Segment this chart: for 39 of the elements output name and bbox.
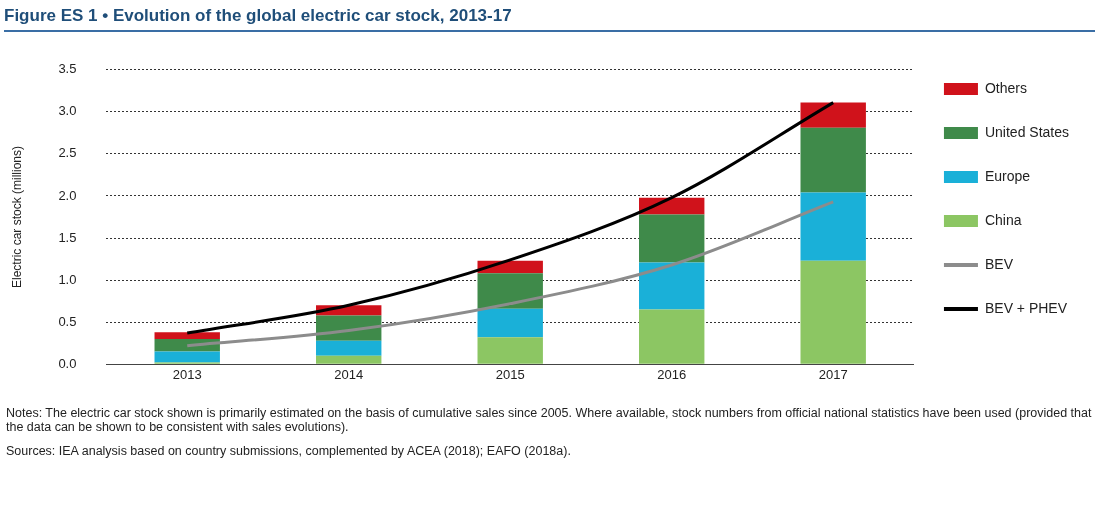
line-series [185,200,835,348]
legend-label: Others [984,79,1027,96]
y-tick-label: 3.0 [58,103,77,119]
y-tick-label: 3.5 [58,61,77,77]
bar [154,351,220,363]
bar [800,102,866,128]
x-tick-label: 2017 [818,366,848,382]
legend-label: BEV [984,255,1014,272]
line-series [185,101,835,335]
bar [477,337,543,364]
bar [639,262,705,310]
y-tick-label: 0.5 [58,313,77,329]
y-tick-label: 0.0 [58,355,77,371]
legend-label: China [984,211,1022,228]
bar [800,260,866,364]
bar [639,309,705,364]
text: Notes: The electric car stock shown is primarily estimated on the basis of cumulative sales since 2005. Where available, stock numbers from official national statistics have been used (provided that the data can be shown to be consistent with sales evolutions). [6,406,1093,434]
chart-title: Figure ES 1 • Evolution of the global electric car stock, 2013-17 [4,6,1095,32]
y-axis-title: Electric car stock (millions) [9,145,24,289]
bar [154,332,220,339]
source-note: Sources: IEA analysis based on country submissions, complemented by ACEA (2018); EAFO (2018a). [6,444,572,458]
x-tick-label: 2013 [172,366,202,382]
bar [800,192,866,261]
legend-label: BEV + PHEV [984,299,1068,316]
bar [639,214,705,263]
x-tick-label: 2016 [657,366,687,382]
bar [477,308,543,338]
legend-label: Europe [984,167,1031,184]
bar [800,127,866,193]
legend-label: United States [984,123,1070,140]
x-tick-label: 2014 [334,366,364,382]
y-tick-label: 2.0 [58,187,77,203]
y-tick-label: 1.5 [58,229,77,245]
x-tick-label: 2015 [495,366,525,382]
y-tick-label: 2.5 [58,145,77,161]
bar [316,355,382,364]
bar [316,340,382,356]
bar [477,273,543,309]
y-tick-label: 1.0 [58,271,77,287]
